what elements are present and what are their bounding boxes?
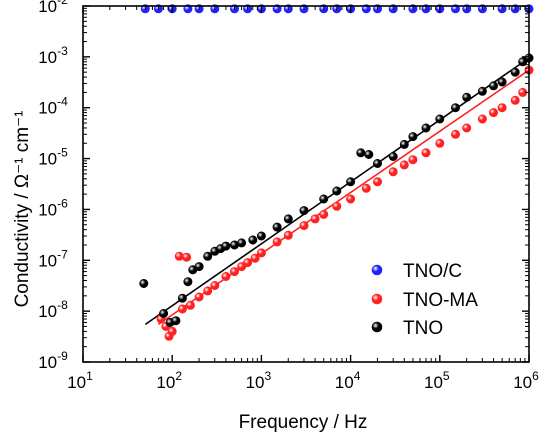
- data-point-tno: [272, 222, 282, 232]
- data-point-tno-ma: [450, 129, 460, 139]
- data-point-tno: [159, 308, 169, 318]
- data-point-tno-ma: [230, 267, 240, 277]
- plot-frame: [82, 5, 530, 363]
- data-point-tno: [183, 277, 193, 287]
- data-point-tno: [462, 92, 472, 102]
- data-point-tno: [319, 194, 329, 204]
- y-axis-title: Conductivity / Ω⁻¹ cm⁻¹: [12, 111, 33, 308]
- data-point-tno: [203, 251, 213, 261]
- y-tick-label: 10-2: [38, 0, 68, 16]
- y-tick-label: 10-6: [38, 196, 68, 219]
- data-point-tno-ma: [167, 326, 177, 336]
- data-point-tno: [237, 238, 247, 248]
- data-point-tno-ma: [510, 95, 520, 105]
- data-point-tno-ma: [477, 114, 487, 124]
- data-point-tno-ma: [210, 280, 220, 290]
- data-point-tno: [256, 231, 266, 241]
- legend-marker-tno: [371, 321, 383, 333]
- data-point-tno-ma: [182, 252, 192, 262]
- data-point-tno-ma: [319, 209, 329, 219]
- data-point-tno: [372, 159, 382, 169]
- data-point-tno: [194, 262, 204, 272]
- axes: [82, 5, 530, 363]
- data-point-tno: [435, 114, 445, 124]
- x-tick-label: 102: [156, 369, 182, 392]
- data-point-tno: [221, 241, 231, 251]
- legend-marker-tno-c: [371, 264, 383, 276]
- data-point-tno-ma: [408, 155, 418, 165]
- data-point-tno-ma: [256, 248, 266, 258]
- fit-line-1: [157, 69, 530, 326]
- y-tick-label: 10-9: [38, 349, 68, 372]
- data-point-tno: [283, 214, 293, 224]
- x-tick-label: 105: [424, 369, 450, 392]
- data-point-tno-ma: [399, 160, 409, 170]
- data-point-tno: [408, 132, 418, 142]
- data-point-tno-ma: [497, 103, 507, 113]
- data-point-tno-ma: [435, 138, 445, 148]
- x-tick-label: 101: [67, 369, 93, 392]
- data-point-tno: [332, 186, 342, 196]
- data-point-tno-ma: [299, 221, 309, 231]
- x-axis-title: Frequency / Hz: [239, 412, 368, 433]
- x-tick-label: 103: [246, 369, 272, 392]
- data-point-tno-ma: [462, 123, 472, 133]
- data-point-tno-ma: [346, 194, 356, 204]
- data-point-tno-ma: [283, 230, 293, 240]
- data-point-tno-ma: [177, 304, 187, 314]
- legend-label-tno-c: TNO/C: [403, 261, 462, 282]
- data-point-tno: [356, 148, 366, 158]
- data-point-tno-ma: [388, 167, 398, 177]
- data-point-tno: [399, 139, 409, 149]
- data-point-tno: [177, 293, 187, 303]
- data-point-tno-ma: [221, 271, 231, 281]
- data-point-tno-ma: [332, 201, 342, 211]
- data-point-tno-ma: [421, 148, 431, 158]
- y-tick-label: 10-7: [38, 247, 68, 270]
- data-point-tno: [497, 77, 507, 87]
- data-point-tno: [346, 177, 356, 187]
- data-point-tno: [139, 278, 149, 288]
- series-tno: [139, 53, 534, 327]
- data-point-tno-ma: [243, 258, 253, 268]
- y-tick-label: 10-3: [38, 44, 68, 67]
- data-point-tno: [421, 123, 431, 133]
- tick-labels: 101 102 103 104 105 106 10-9 10-8 10-7 10-6 10-5 10…: [38, 0, 539, 392]
- data-point-tno-ma: [488, 108, 498, 118]
- data-point-tno-ma: [361, 183, 371, 193]
- data-point-tno-ma: [250, 253, 260, 263]
- data-point-tno: [388, 152, 398, 162]
- data-point-tno: [450, 103, 460, 113]
- data-point-tno: [477, 86, 487, 96]
- data-point-tno-ma: [194, 292, 204, 302]
- legend: TNO/C TNO-MA TNO: [371, 261, 478, 339]
- y-tick-label: 10-4: [38, 95, 68, 118]
- data-point-tno: [299, 206, 309, 216]
- x-tick-label: 104: [335, 369, 361, 392]
- y-tick-label: 10-8: [38, 298, 68, 321]
- data-point-tno-ma: [185, 300, 195, 310]
- data-point-tno-ma: [272, 237, 282, 247]
- legend-label-tno-ma: TNO-MA: [403, 290, 478, 311]
- data-point-tno: [510, 67, 520, 77]
- legend-marker-tno-ma: [371, 293, 383, 305]
- data-point-tno-ma: [310, 214, 320, 224]
- x-tick-label: 106: [513, 369, 539, 392]
- data-point-tno: [171, 316, 181, 326]
- data-point-tno: [364, 150, 374, 160]
- y-tick-label: 10-5: [38, 146, 68, 169]
- data-point-tno-ma: [203, 286, 213, 296]
- data-point-tno: [488, 81, 498, 91]
- data-point-tno-ma: [372, 177, 382, 187]
- data-point-tno: [248, 235, 258, 245]
- legend-label-tno: TNO: [403, 318, 443, 339]
